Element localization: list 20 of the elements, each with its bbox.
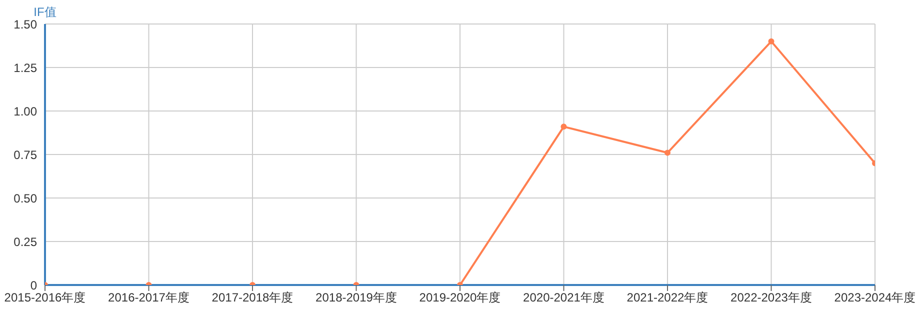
y-tick-label: 1.50 (14, 17, 38, 32)
x-tick-label: 2022-2023年度 (730, 290, 812, 305)
x-tick-label: 2017-2018年度 (212, 290, 294, 305)
y-tick-label: 1.25 (14, 60, 38, 75)
y-axis-title: IF值 (34, 5, 56, 19)
y-tick-label: 0.75 (14, 148, 38, 162)
x-tick-label: 2023-2024年度 (834, 290, 916, 305)
x-tick-label: 2021-2022年度 (626, 290, 708, 305)
x-tick-label: 2016-2017年度 (108, 290, 190, 305)
point (664, 150, 670, 156)
x-tick-label: 2015-2016年度 (4, 290, 86, 305)
y-tick-label: 0.50 (14, 191, 38, 206)
x-tick-label: 2018-2019年度 (316, 290, 397, 305)
point (560, 124, 567, 130)
point (768, 38, 774, 44)
y-tick-label: 0 (30, 278, 38, 292)
x-tick-label: 2019-2020年度 (419, 290, 501, 305)
x-tick-label: 2020-2021年度 (523, 290, 604, 305)
y-tick-label: 1.00 (14, 104, 38, 118)
y-tick-label: 0.25 (14, 234, 38, 249)
